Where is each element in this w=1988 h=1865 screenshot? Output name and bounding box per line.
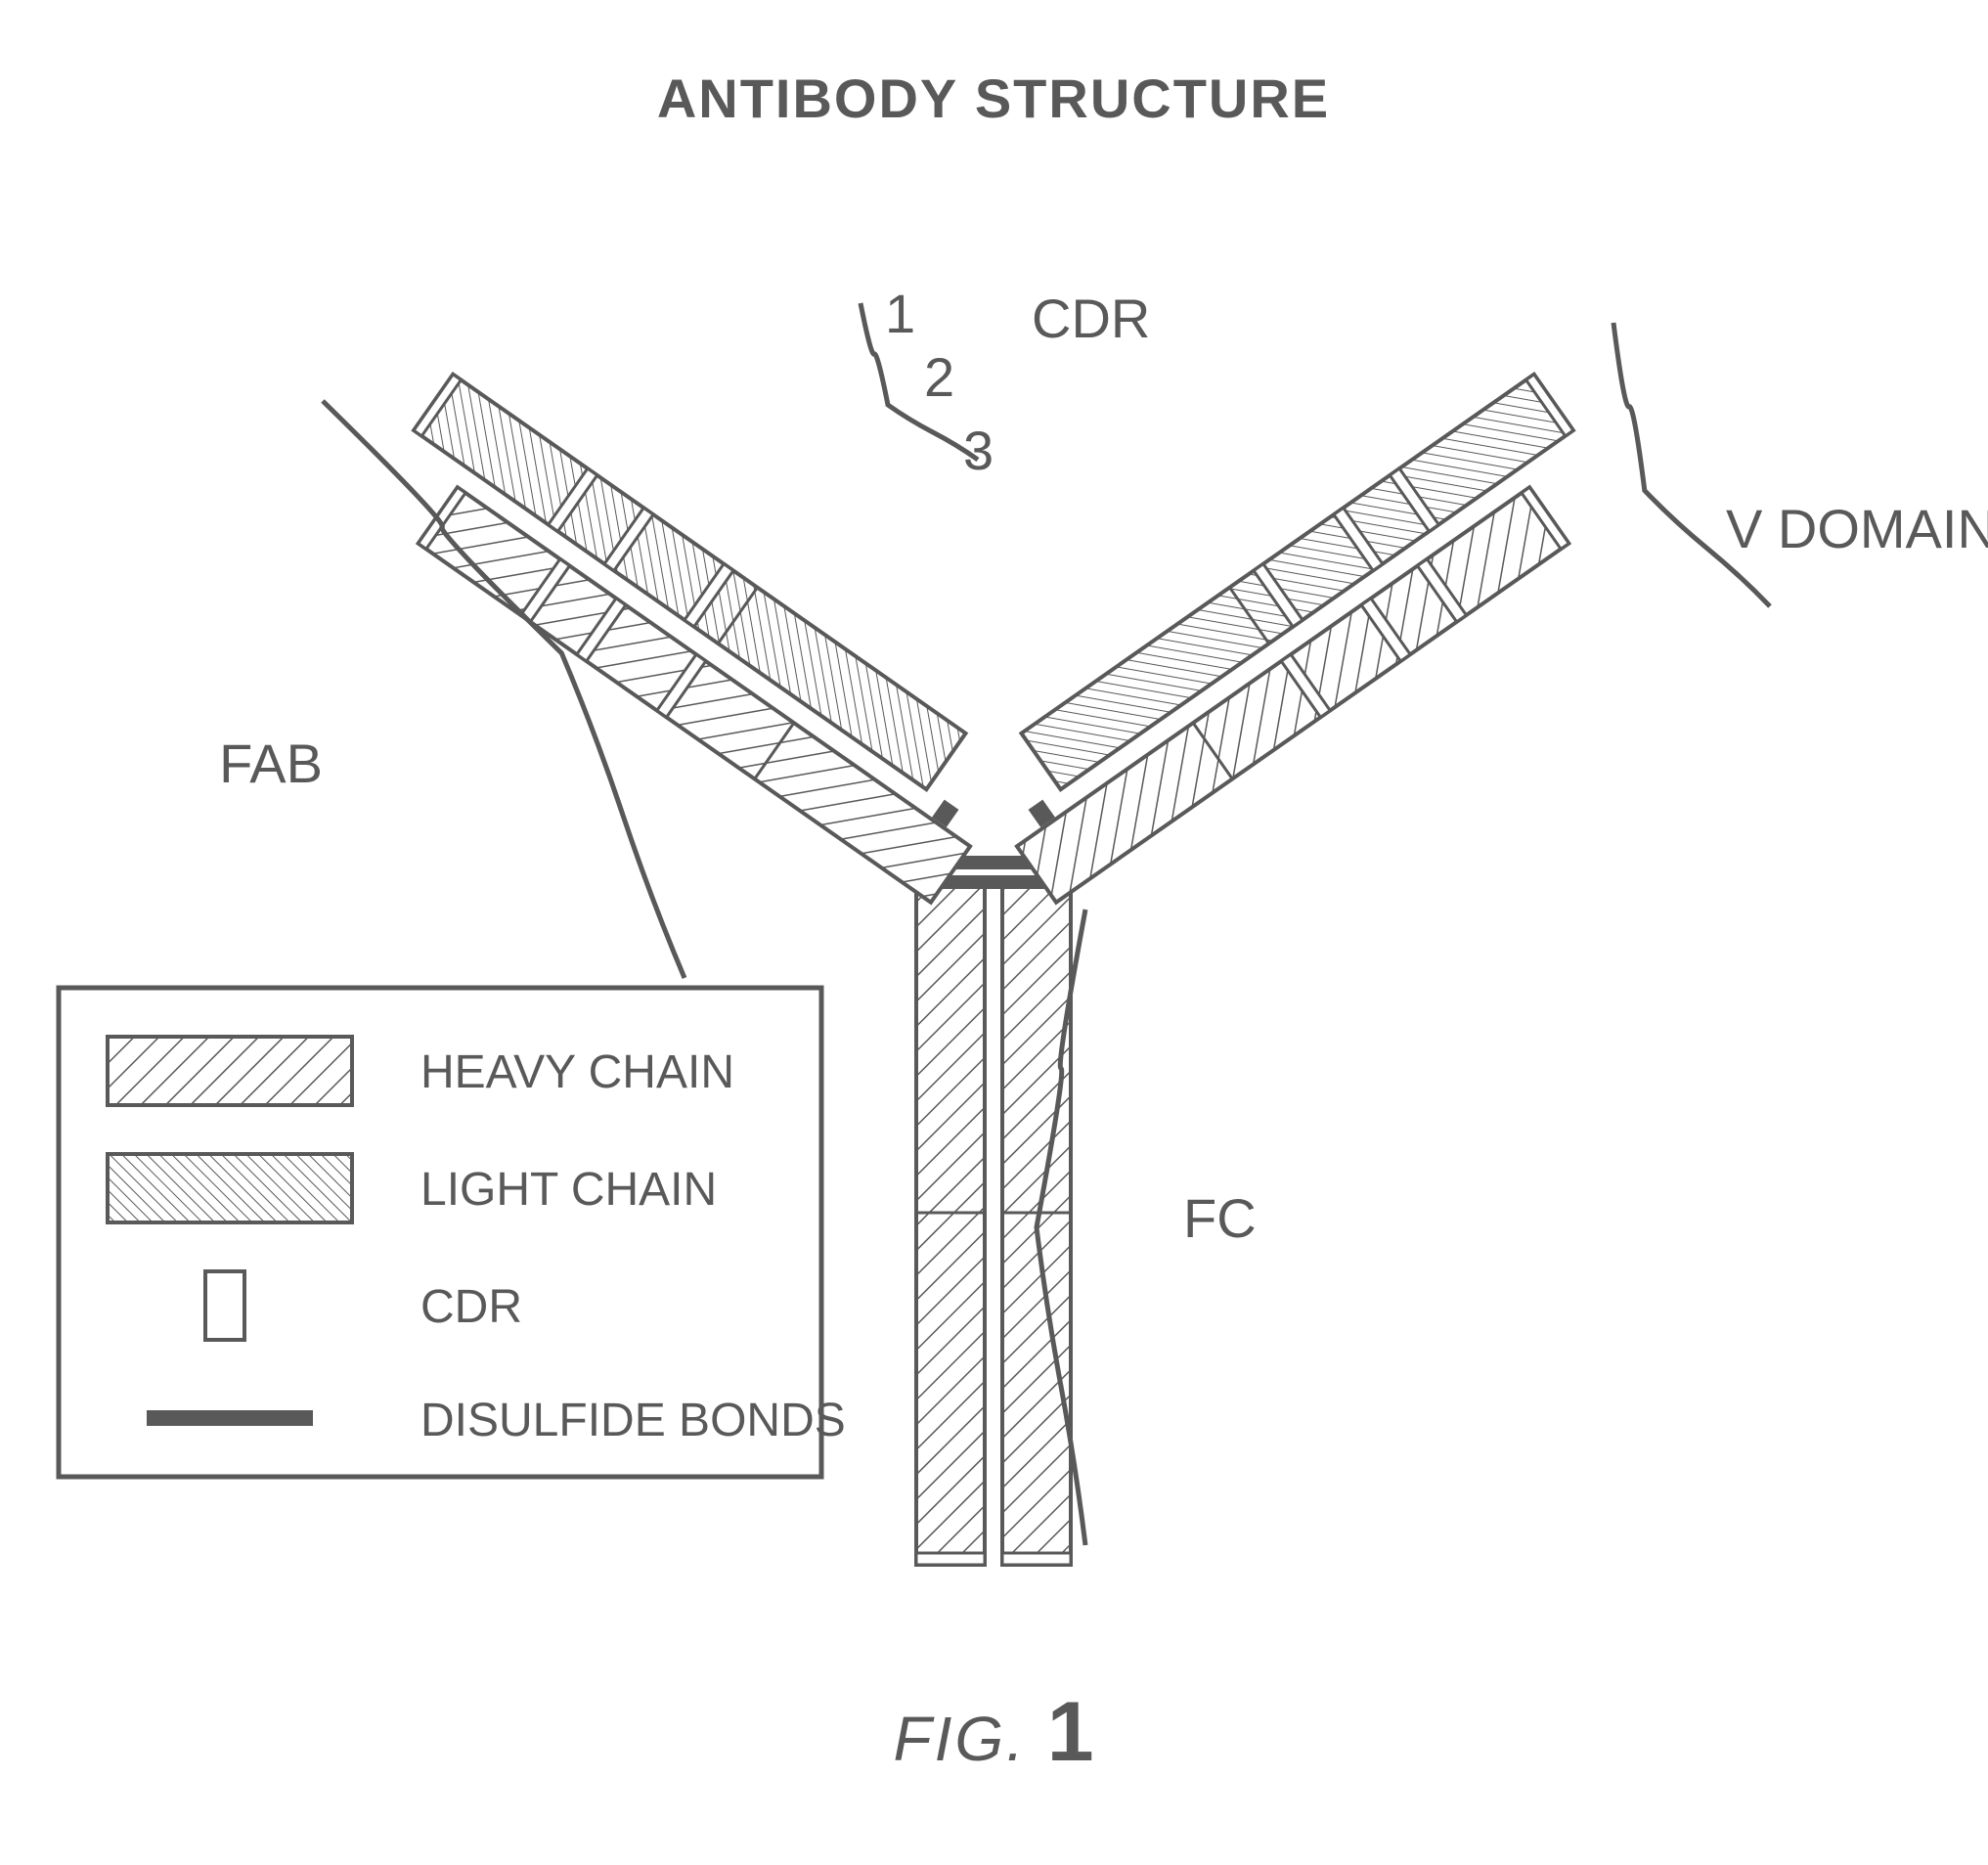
label-cdr: CDR <box>1032 288 1150 349</box>
diagram-title: ANTIBODY STRUCTURE <box>657 67 1330 129</box>
legend-box: HEAVY CHAIN LIGHT CHAIN CDR DISULFIDE BO… <box>59 988 846 1477</box>
legend-heavy-swatch <box>108 1037 352 1105</box>
legend-disulfide-label: DISULFIDE BONDS <box>420 1395 846 1446</box>
legend-light-label: LIGHT CHAIN <box>420 1164 717 1216</box>
legend-light-swatch <box>108 1154 352 1222</box>
label-cdr-3: 3 <box>963 420 994 481</box>
figure-caption: FIG. 1 <box>893 1685 1093 1779</box>
label-fc: FC <box>1183 1187 1257 1249</box>
legend-cdr-swatch <box>205 1271 244 1340</box>
label-cdr-1: 1 <box>885 283 915 344</box>
label-cdr-2: 2 <box>924 346 954 408</box>
legend-cdr-label: CDR <box>420 1281 522 1333</box>
antibody-diagram: ANTIBODY STRUCTURE HEAVY CHAIN LIGHT CHA… <box>0 0 1988 1865</box>
legend-heavy-label: HEAVY CHAIN <box>420 1046 734 1098</box>
label-fab: FAB <box>219 733 323 794</box>
label-v-domains: V DOMAINS <box>1726 498 1988 559</box>
